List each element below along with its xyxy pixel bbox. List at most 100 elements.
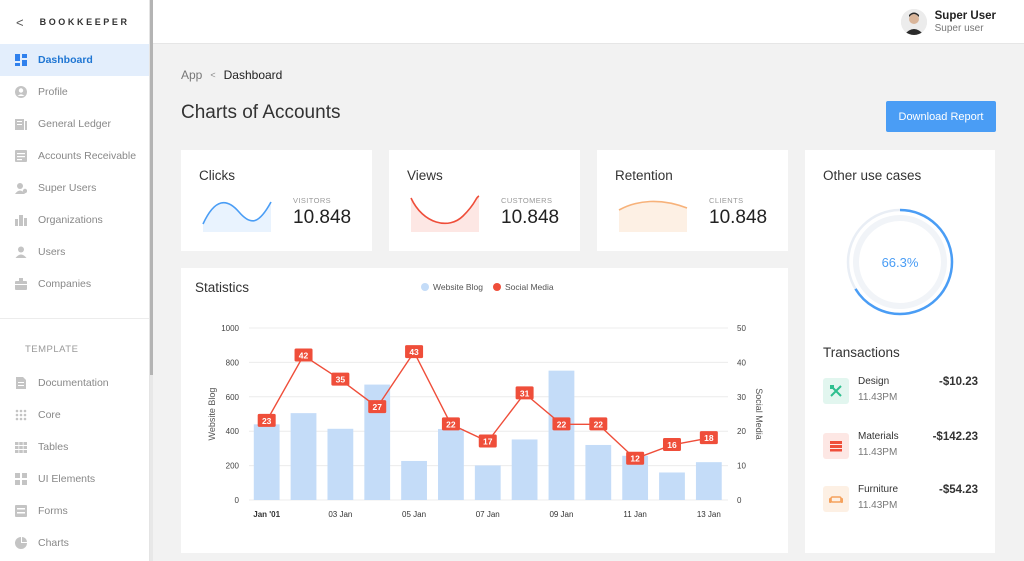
- sidebar-item-charts[interactable]: Charts: [0, 527, 149, 559]
- x-tick-label: 07 Jan: [476, 510, 500, 519]
- page-title: Charts of Accounts: [181, 102, 341, 123]
- sidebar-item-users[interactable]: Users: [0, 236, 149, 268]
- sidebar-item-label: Profile: [38, 86, 68, 98]
- transaction-name: Materials: [858, 431, 899, 442]
- y-tick-label: 200: [226, 462, 240, 471]
- data-label-box: [331, 372, 350, 386]
- bar: [585, 444, 612, 500]
- brand: < BOOKKEEPER: [0, 0, 149, 44]
- sidebar-item-forms[interactable]: Forms: [0, 495, 149, 527]
- user-role: Super user: [934, 23, 984, 34]
- organizations-icon: [15, 214, 27, 226]
- data-label: 43: [409, 347, 419, 357]
- user-menu[interactable]: Super User Super user: [900, 9, 996, 35]
- data-label: 31: [520, 388, 530, 398]
- data-label-box: [626, 451, 645, 465]
- avatar[interactable]: [900, 9, 927, 35]
- data-label-box: [515, 386, 534, 400]
- data-label-box: [257, 413, 276, 427]
- bar: [290, 413, 317, 500]
- breadcrumb: App < Dashboard: [181, 68, 282, 82]
- back-arrow-icon[interactable]: <: [16, 14, 24, 30]
- bar: [511, 439, 538, 500]
- transaction-time: 11.43PM: [858, 500, 898, 511]
- bar: [438, 428, 464, 500]
- y2-tick-label: 20: [737, 427, 746, 436]
- materials-icon: [823, 433, 849, 459]
- sidebar-item-general-ledger[interactable]: General Ledger: [0, 108, 149, 140]
- sidebar-item-profile[interactable]: Profile: [0, 76, 149, 108]
- sidebar-item-label: Accounts Receivable: [38, 150, 137, 162]
- sidebar-item-label: Dashboard: [38, 54, 93, 66]
- data-label: 22: [446, 419, 456, 429]
- transaction-name: Furniture: [858, 484, 899, 495]
- legend-item[interactable]: Website Blog: [421, 282, 483, 292]
- y-tick-label: 800: [226, 358, 240, 367]
- y-tick-label: 600: [226, 393, 240, 402]
- super-users-icon: [15, 182, 27, 194]
- sidebar-item-label: Super Users: [38, 182, 97, 194]
- x-tick-label: 11 Jan: [623, 510, 646, 519]
- data-label: 22: [594, 419, 604, 429]
- sidebar-item-label: Charts: [38, 537, 69, 549]
- bar: [401, 460, 427, 500]
- breadcrumb-root[interactable]: App: [181, 68, 203, 82]
- data-label: 42: [299, 351, 309, 361]
- stat-card-value: 10.848: [709, 207, 768, 228]
- transaction-time: 11.43PM: [858, 392, 898, 403]
- template-nav: Documentation Core Tables UI Elements Forms C…: [0, 367, 149, 559]
- sidebar-divider: [0, 318, 149, 319]
- transaction-amount: -$54.23: [938, 484, 978, 496]
- legend-label: Social Media: [504, 282, 554, 292]
- bar: [253, 424, 280, 500]
- sidebar-item-organizations[interactable]: Organizations: [0, 204, 149, 236]
- data-label-box: [441, 417, 460, 431]
- data-label: 23: [262, 416, 272, 426]
- sidebar-item-core[interactable]: Core: [0, 399, 149, 431]
- y-axis-title: Website Blog: [207, 388, 217, 441]
- download-report-button[interactable]: Download Report: [886, 101, 996, 132]
- core-icon: [15, 409, 27, 421]
- receivable-icon: [15, 150, 27, 162]
- legend-item[interactable]: Social Media: [492, 282, 554, 292]
- ui-elements-icon: [15, 473, 27, 485]
- section-label: TEMPLATE: [25, 344, 79, 355]
- sidebar-scrollbar-thumb[interactable]: [150, 0, 153, 375]
- sidebar-item-documentation[interactable]: Documentation: [0, 367, 149, 399]
- sidebar-item-accounts-receivable[interactable]: Accounts Receivable: [0, 140, 149, 172]
- data-label-box: [699, 431, 718, 445]
- furniture-icon: [823, 486, 849, 512]
- data-label: 17: [483, 437, 493, 447]
- sidebar-item-tables[interactable]: Tables: [0, 431, 149, 463]
- chart-legend: Website Blog Social Media: [421, 282, 564, 292]
- x-tick-label: 05 Jan: [402, 510, 426, 519]
- sidebar-item-label: UI Elements: [38, 473, 96, 485]
- forms-icon: [15, 505, 27, 517]
- sidebar-item-dashboard[interactable]: Dashboard: [0, 44, 149, 76]
- stat-card-views: Views CUSTOMERS 10.848: [389, 150, 580, 251]
- transaction-item[interactable]: Design 11.43PM -$10.23: [823, 376, 983, 412]
- tables-icon: [15, 441, 27, 453]
- statistics-chart: 0 200 400 600 800 1000 0 10 20 30 40 50 Website Blog…: [207, 324, 764, 519]
- sidebar-item-super-users[interactable]: Super Users: [0, 172, 149, 204]
- data-label-box: [405, 345, 424, 359]
- stat-card-title: Views: [407, 168, 443, 183]
- sidebar-item-companies[interactable]: Companies: [0, 268, 149, 300]
- sidebar-item-label: Documentation: [38, 377, 109, 389]
- bar: [659, 472, 685, 500]
- brand-name: BOOKKEEPER: [39, 17, 130, 27]
- sidebar: < BOOKKEEPER Dashboard Profile General Led…: [0, 0, 150, 561]
- stat-card-label: CLIENTS: [709, 196, 744, 205]
- transaction-name: Design: [858, 376, 890, 387]
- progress-gauge: [846, 208, 954, 316]
- x-tick-label: 13 Jan: [697, 510, 721, 519]
- transaction-item[interactable]: Furniture 11.43PM -$54.23: [823, 484, 983, 520]
- sidebar-item-ui-elements[interactable]: UI Elements: [0, 463, 149, 495]
- gauge-percent: 66.3%: [881, 254, 919, 270]
- transaction-item[interactable]: Materials 11.43PM -$142.23: [823, 431, 983, 467]
- x-tick-label: 03 Jan: [328, 510, 352, 519]
- transaction-amount: -$10.23: [938, 376, 978, 388]
- data-label-box: [552, 417, 571, 431]
- stat-card-value: 10.848: [293, 207, 352, 228]
- ledger-icon: [15, 118, 27, 130]
